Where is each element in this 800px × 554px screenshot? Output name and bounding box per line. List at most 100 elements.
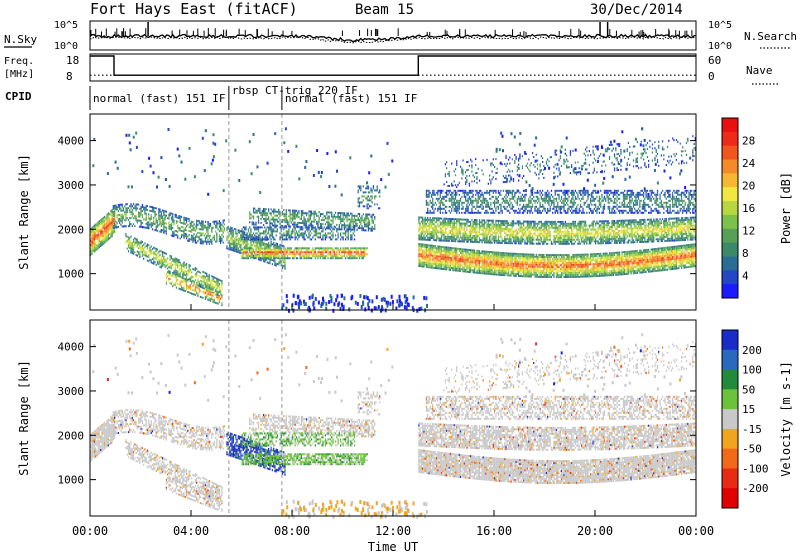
power-cell [188,220,190,223]
power-cell [353,224,356,227]
power-cell [582,265,584,268]
power-cell [185,286,188,289]
power-cell [587,267,589,270]
power-cell [285,211,287,214]
power-cell [143,218,145,221]
power-cell [112,205,114,208]
power-cell [257,249,260,252]
power-cell [266,218,268,221]
power-cell [324,236,327,239]
power-cell [581,267,583,270]
power-cell [507,266,510,269]
power-cell [428,258,430,261]
power-cell [108,213,111,216]
power-cell [278,212,280,215]
power-cell [422,249,424,252]
power-cell [610,262,612,265]
power-cell [550,260,553,263]
power-cell [309,257,311,260]
power-cell [379,195,381,198]
power-cell [144,210,146,213]
power-cell [91,246,93,249]
power-cell [163,211,165,214]
power-cell [447,254,449,257]
power-cell [177,283,179,286]
power-cell [358,197,361,200]
power-cell [318,232,320,235]
power-cell [483,268,486,271]
power-cell [256,215,258,218]
power-cell [559,254,561,257]
power-cell [250,217,252,220]
power-cell [521,271,524,274]
power-cell [279,259,281,262]
power-cell [250,232,252,235]
power-cell [111,215,113,218]
power-cell [356,247,358,250]
power-cell [196,225,198,228]
power-cell [220,228,222,230]
power-cell [288,249,290,252]
power-cell [193,281,195,284]
power-cell [452,261,454,264]
power-cell [321,253,323,256]
power-cell [494,273,496,276]
power-cell [590,253,592,256]
power-cell [608,272,611,275]
power-cell [304,222,306,225]
power-cell [172,215,174,217]
power-cell [332,257,334,260]
power-cell [114,222,116,225]
power-cell [275,214,277,217]
power-cell [588,273,590,276]
power-cell [369,221,371,224]
power-cell [432,262,434,265]
power-cell [327,211,329,214]
power-cell [230,244,232,247]
power-cell [523,275,525,278]
power-cell [136,250,138,253]
power-cell [228,230,231,233]
power-cell [472,257,474,260]
power-cell [183,230,185,233]
power-cell [189,286,191,288]
power-cell [334,226,337,229]
power-cell [573,267,575,270]
power-cell [459,248,462,251]
power-cell [494,265,496,268]
power-cell [226,239,228,242]
power-cell [204,295,207,298]
power-cell [358,253,361,256]
power-cell [164,216,166,219]
power-cell [297,232,299,235]
power-cell [304,226,306,229]
power-cell [554,258,556,261]
power-cell [501,254,503,256]
power-cell [121,213,123,216]
power-cell [126,211,128,214]
power-cell [476,253,478,256]
power-cell [418,255,420,257]
power-cell [603,268,606,271]
power-cell [105,224,107,227]
power-cell [524,253,526,256]
power-cell [586,257,588,260]
power-cell [485,268,487,271]
power-cell [458,259,460,262]
power-cell [191,224,193,227]
power-cell [560,262,563,265]
power-cell [189,226,191,229]
power-cell [278,255,280,258]
power-cell [467,256,469,259]
power-cell [418,265,420,267]
power-cell [451,255,453,257]
power-cell [308,226,310,229]
power-cell [300,251,303,254]
power-cell [463,266,465,269]
power-cell [608,264,611,267]
power-cell [362,249,364,252]
power-cell [162,265,164,267]
power-cell [146,205,149,208]
power-cell [164,252,166,255]
power-cell [461,264,463,267]
